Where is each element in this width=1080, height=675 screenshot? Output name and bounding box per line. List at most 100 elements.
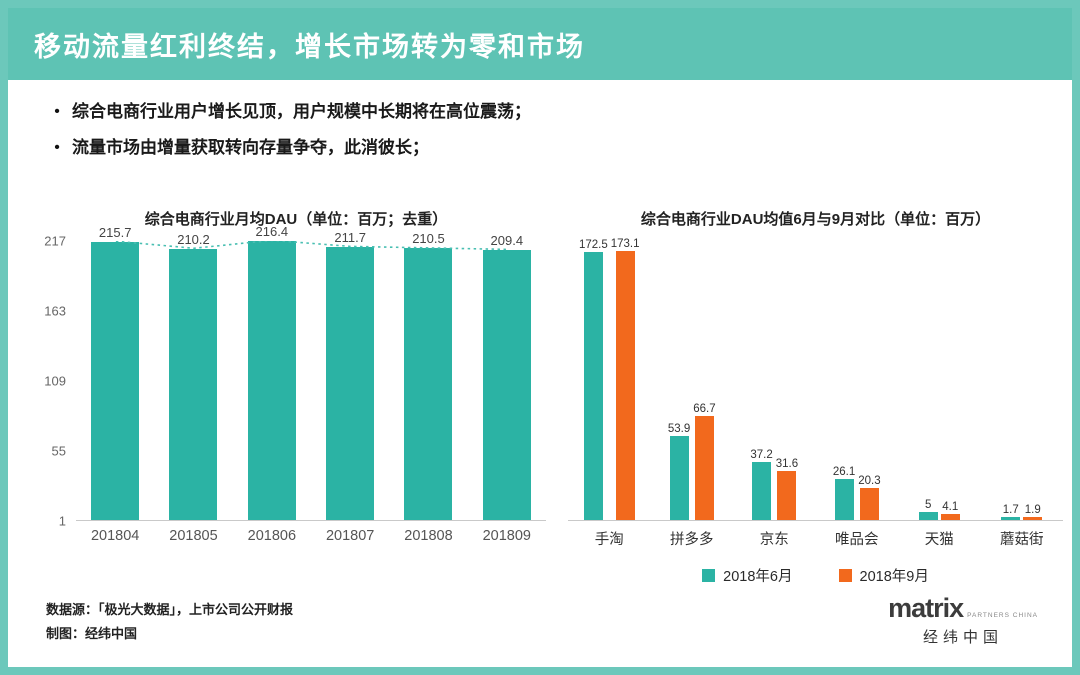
bar-group: 1.7 1.9 (981, 504, 1064, 520)
dau-bar (91, 241, 140, 520)
x-axis-label: 拼多多 (670, 532, 714, 548)
bar-wrap: 1.7 (1001, 504, 1021, 520)
bar-value-label: 5 (925, 499, 932, 512)
source-note: 数据源：「极光大数据」，上市公司公开财报 制图：经纬中国 (46, 598, 293, 645)
bar-value-label: 216.4 (255, 223, 289, 239)
bar-wrap: 172.5 (579, 239, 608, 520)
matrix-logo: matrix PARTNERS CHINA 经纬中国 (888, 595, 1038, 647)
legend-label: 2018年9月 (859, 569, 929, 585)
title-banner: 移动流量红利终结，增长市场转为零和市场 (8, 8, 1072, 80)
dau-bar (777, 470, 797, 520)
bar-value-label: 1.9 (1024, 504, 1041, 516)
source-line: 数据源：「极光大数据」，上市公司公开财报 (46, 602, 294, 618)
dau-bar (859, 488, 879, 520)
bar-group: 5 4.1 (898, 499, 981, 520)
bar-wrap: 66.7 (693, 403, 716, 520)
bar-column: 210.5 (389, 231, 467, 520)
bar-wrap: 20.3 (858, 475, 881, 520)
bar-value-label: 53.9 (667, 423, 691, 436)
x-axis-label: 201808 (404, 528, 453, 544)
x-axis-label: 201805 (169, 528, 218, 544)
legend-label: 2018年6月 (723, 569, 793, 585)
bar-value-label: 26.1 (832, 466, 856, 479)
bullet-dot-icon: • (54, 103, 60, 120)
bar-column: 209.4 (468, 233, 546, 520)
logo-chinese-name: 经纬中国 (923, 629, 1004, 646)
bar-value-label: 4.1 (942, 500, 959, 513)
bar-column: 215.7 (76, 225, 154, 520)
bullet-item: • 流量市场由增量获取转向存量争夺，此消彼长； (42, 136, 1032, 159)
dau-bar (482, 249, 531, 520)
x-axis-label: 201806 (247, 528, 297, 544)
bar-value-label: 173.1 (610, 237, 640, 250)
dau-bar (669, 436, 689, 520)
x-axis-label: 手淘 (594, 532, 624, 548)
dau-bar (247, 240, 296, 520)
x-axis-label: 天猫 (924, 532, 954, 548)
dau-bar (326, 246, 375, 520)
bar-wrap: 26.1 (833, 466, 855, 520)
dau-bar (918, 512, 938, 520)
x-axis-label: 蘑菇街 (1000, 532, 1044, 548)
bar-group: 172.5 173.1 (568, 238, 651, 520)
dau-comparison-chart: 综合电商行业DAU均值6月与9月对比（单位：百万） 172.5 173.1 53.9… (568, 208, 1063, 586)
dau-bar (583, 251, 603, 520)
bullet-item: • 综合电商行业用户增长见顶，用户规模中长期将在高位震荡； (42, 100, 1032, 123)
bar-value-label: 211.7 (334, 229, 366, 245)
bar-column: 210.2 (154, 232, 232, 520)
bar-group: 53.9 66.7 (651, 403, 734, 520)
bar-wrap: 37.2 (750, 449, 773, 520)
bar-value-label: 209.4 (490, 232, 524, 248)
legend-swatch (838, 569, 852, 582)
bar-group: 37.2 31.6 (733, 449, 816, 520)
bar-wrap: 53.9 (668, 423, 690, 520)
bullet-text: 流量市场由增量获取转向存量争夺，此消彼长； (72, 138, 429, 157)
logo-wordmark: matrix (888, 593, 964, 623)
bar-wrap: 4.1 (940, 500, 960, 520)
left-plot: 215.7 210.2 216.4 211.7 210.5 209.4 (76, 224, 546, 521)
dau-bar (940, 513, 960, 520)
bar-column: 216.4 (233, 224, 311, 520)
y-tick-label: 217 (44, 233, 66, 249)
x-axis-label: 京东 (759, 532, 789, 548)
dau-bar (694, 416, 714, 520)
y-tick-label: 109 (44, 373, 66, 389)
bar-value-label: 66.7 (693, 403, 716, 416)
y-tick-label: 1 (58, 513, 66, 529)
page-title: 移动流量红利终结，增长市场转为零和市场 (34, 31, 585, 62)
bullet-dot-icon: • (54, 139, 60, 156)
bullet-text: 综合电商行业用户增长见顶，用户规模中长期将在高位震荡； (72, 102, 531, 121)
dau-bar (615, 250, 635, 520)
x-axis-label: 201807 (325, 528, 375, 544)
bar-value-label: 1.7 (1002, 504, 1019, 517)
dau-bar (1001, 517, 1021, 520)
legend-swatch (702, 569, 716, 582)
dau-bar (169, 248, 218, 520)
y-tick-label: 55 (51, 443, 66, 459)
right-plot: 172.5 173.1 53.9 66.7 37.2 31.6 26.1 20.3 5 4.1 1.… (568, 238, 1064, 521)
bar-column: 211.7 (311, 230, 389, 520)
bar-value-label: 210.5 (412, 231, 445, 247)
monthly-dau-chart: 综合电商行业月均DAU（单位：百万；去重） 217 163 109 55 1 215.7… (36, 208, 556, 586)
right-chart-title: 综合电商行业DAU均值6月与9月对比（单位：百万） (640, 211, 991, 228)
legend-item: 2018年6月 (702, 565, 793, 586)
bar-wrap: 1.9 (1023, 504, 1043, 520)
bar-wrap: 31.6 (776, 458, 798, 520)
bar-value-label: 20.3 (858, 475, 881, 488)
dau-bar (404, 248, 453, 520)
bar-value-label: 37.2 (750, 449, 773, 462)
legend-item: 2018年9月 (838, 565, 929, 586)
left-chart-title: 综合电商行业月均DAU（单位：百万；去重） (144, 211, 448, 228)
charts-area: 综合电商行业月均DAU（单位：百万；去重） 217 163 109 55 1 215.7… (36, 208, 1063, 586)
bar-wrap: 5 (918, 499, 938, 520)
x-axis-label: 201804 (90, 528, 140, 544)
dau-bar (752, 462, 772, 520)
x-axis-label: 201809 (482, 528, 531, 544)
y-tick-label: 163 (44, 303, 66, 319)
bullet-list: • 综合电商行业用户增长见顶，用户规模中长期将在高位震荡； • 流量市场由增量获… (8, 80, 1072, 159)
legend: 2018年6月 2018年9月 (568, 565, 1063, 586)
bar-value-label: 31.6 (775, 457, 799, 470)
bar-value-label: 215.7 (98, 224, 132, 240)
dau-bar (1023, 517, 1043, 520)
